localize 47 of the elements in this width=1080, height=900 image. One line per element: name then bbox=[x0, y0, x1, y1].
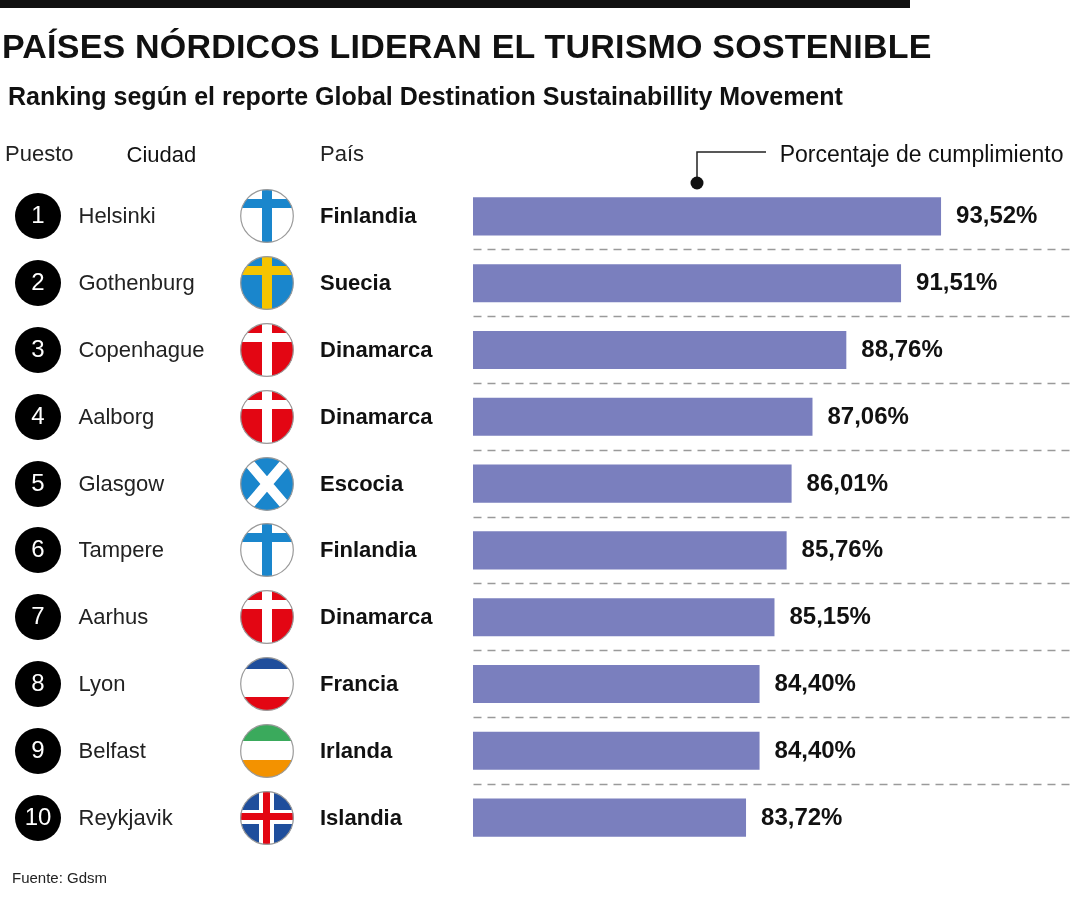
data-label: 87,06% bbox=[827, 401, 909, 429]
y-tick-label: Belfast bbox=[78, 737, 146, 763]
text: 7 bbox=[31, 602, 45, 630]
data-label: 83,72% bbox=[761, 802, 843, 830]
data-label: 86,01% bbox=[806, 468, 889, 496]
text: 8 bbox=[31, 669, 45, 696]
text: Islandia bbox=[320, 804, 403, 830]
data-label: 88,76% bbox=[861, 335, 943, 362]
data-label: 93,52% bbox=[956, 201, 1038, 229]
y-tick-label: Aalborg bbox=[78, 403, 155, 429]
text: 5 bbox=[31, 468, 45, 496]
text: País bbox=[320, 141, 365, 166]
text: Finlandia bbox=[320, 203, 418, 229]
text: Suecia bbox=[320, 270, 392, 296]
data-label: 84,40% bbox=[774, 735, 856, 763]
data-label: 85,15% bbox=[789, 602, 871, 630]
text: 3 bbox=[31, 335, 45, 362]
text: 9 bbox=[31, 735, 45, 763]
y-tick-label: Glasgow bbox=[78, 470, 165, 496]
y-tick-label: Lyon bbox=[78, 671, 126, 696]
text: 2 bbox=[31, 268, 45, 296]
y-tick-label: Reykjavik bbox=[78, 804, 174, 830]
data-label: 91,51% bbox=[916, 268, 998, 296]
y-tick-label: Tampere bbox=[78, 537, 165, 563]
x-axis-title: Porcentaje de cumplimiento bbox=[779, 140, 1064, 167]
text: 4 bbox=[31, 401, 45, 429]
text: Dinamarca bbox=[320, 337, 434, 362]
chart-subtitle: Ranking según el reporte Global Destination Sustainabillity Movement bbox=[8, 82, 843, 111]
source-note: Fuente: Gdsm bbox=[12, 869, 108, 886]
data-label: 84,40% bbox=[774, 669, 856, 696]
text: 6 bbox=[31, 535, 45, 563]
y-axis-title: Ciudad bbox=[126, 141, 197, 167]
text: Dinamarca bbox=[320, 604, 434, 630]
text: 1 bbox=[31, 201, 45, 229]
chart-title: PAÍSES NÓRDICOS LIDERAN EL TURISMO SOSTENIBLE bbox=[2, 27, 932, 66]
text: Escocia bbox=[320, 470, 404, 496]
text: Irlanda bbox=[320, 737, 393, 763]
y-tick-label: Helsinki bbox=[78, 203, 156, 229]
data-label: 85,76% bbox=[801, 535, 884, 563]
text: Puesto bbox=[5, 141, 74, 166]
y-tick-label: Copenhague bbox=[78, 337, 205, 362]
text: Finlandia bbox=[320, 537, 418, 563]
text: Francia bbox=[320, 671, 400, 696]
text: 10 bbox=[24, 802, 52, 830]
y-tick-label: Aarhus bbox=[78, 604, 149, 630]
y-tick-label: Gothenburg bbox=[78, 270, 195, 296]
text: Dinamarca bbox=[320, 403, 434, 429]
